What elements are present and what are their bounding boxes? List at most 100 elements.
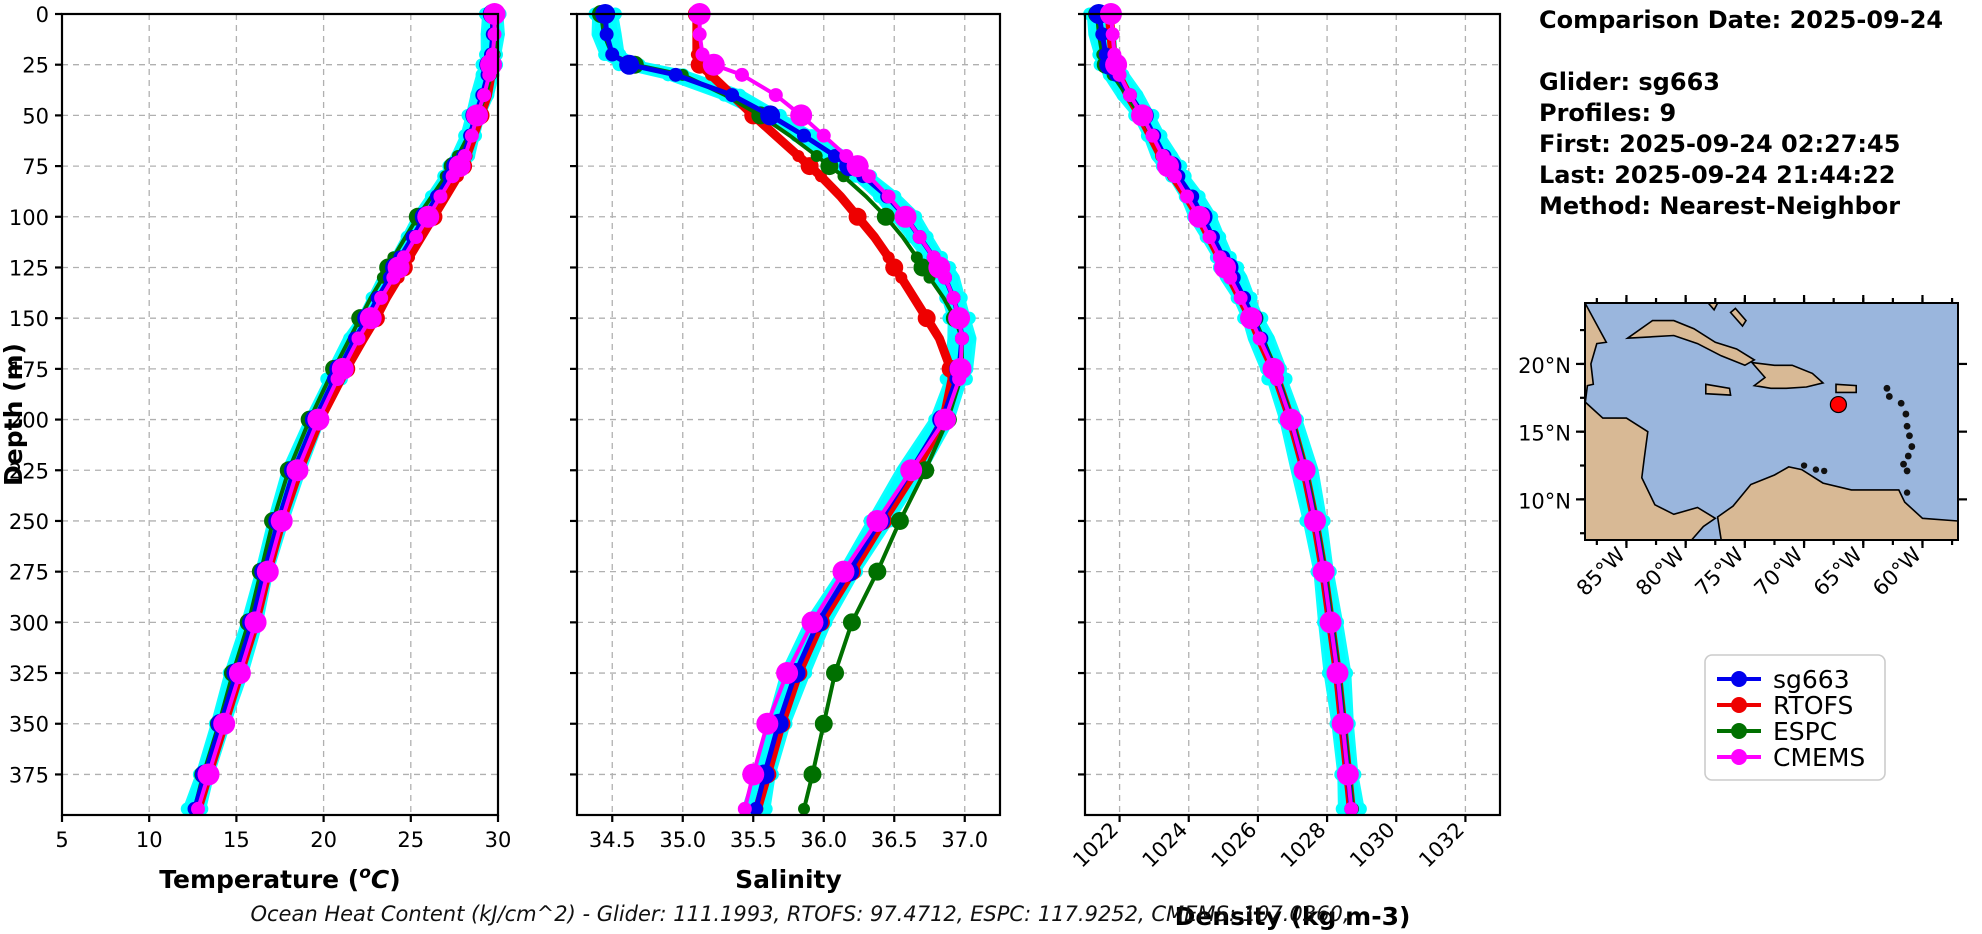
series-point-espc bbox=[826, 664, 845, 683]
map-island-lesser-antilles bbox=[1904, 452, 1912, 460]
series-point-espc bbox=[876, 207, 895, 226]
series-point-cmems bbox=[466, 104, 489, 127]
metadata-first-profile: First: 2025-09-24 02:27:45 bbox=[1539, 130, 1900, 158]
x-tick-label: 1030 bbox=[1345, 818, 1400, 873]
series-point-cmems bbox=[894, 205, 917, 228]
series-point-cmems bbox=[952, 372, 967, 387]
series-point-cmems bbox=[866, 509, 889, 532]
legend-swatch-marker-sg663 bbox=[1731, 671, 1747, 687]
series-point-cmems bbox=[946, 290, 961, 305]
map-land-jamaica bbox=[1705, 383, 1732, 396]
map-island-lesser-antilles bbox=[1906, 432, 1913, 440]
series-point-cmems bbox=[464, 128, 479, 143]
series-point-rtofs bbox=[885, 258, 904, 277]
map-island-lesser-antilles bbox=[1908, 443, 1916, 450]
glider-location-marker bbox=[1829, 395, 1848, 414]
map-land-puertorico bbox=[1835, 383, 1857, 394]
series-point-sg663 bbox=[619, 54, 640, 75]
plot-background bbox=[62, 14, 498, 815]
map-island bbox=[1812, 466, 1820, 473]
series-point-cmems bbox=[351, 331, 366, 346]
series-point-espc bbox=[814, 714, 833, 733]
x-axis-label: Salinity bbox=[735, 865, 842, 894]
series-point-cmems bbox=[790, 104, 813, 127]
series-point-cmems bbox=[1202, 230, 1217, 245]
series-point-cmems bbox=[742, 763, 765, 786]
series-point-cmems bbox=[228, 662, 251, 685]
x-tick-label: 35.0 bbox=[659, 828, 706, 852]
map-land-southamerica bbox=[1716, 466, 1958, 540]
map-land-cuba bbox=[1624, 319, 1756, 367]
metadata-comparison-date: Comparison Date: 2025-09-24 bbox=[1539, 6, 1943, 34]
series-point-cmems bbox=[433, 189, 448, 204]
series-point-cmems bbox=[934, 408, 957, 431]
series-point-rtofs bbox=[792, 149, 805, 162]
y-tick-label: 100 bbox=[9, 206, 49, 230]
map-frame bbox=[1584, 302, 1959, 541]
series-point-espc bbox=[798, 802, 811, 815]
series-point-cmems bbox=[948, 307, 971, 330]
x-tick-label: 36.0 bbox=[800, 828, 847, 852]
series-point-cmems bbox=[1223, 270, 1238, 285]
metadata-glider-id: Glider: sg663 bbox=[1539, 68, 1720, 96]
series-point-cmems bbox=[692, 27, 707, 42]
series-point-sg663 bbox=[749, 801, 764, 816]
series-point-cmems bbox=[191, 801, 206, 816]
x-tick-label: 15 bbox=[223, 828, 250, 852]
series-point-cmems bbox=[1303, 509, 1326, 532]
series-point-cmems bbox=[1167, 169, 1182, 184]
metadata-last-profile: Last: 2025-09-24 21:44:22 bbox=[1539, 161, 1895, 189]
series-point-cmems bbox=[912, 230, 927, 245]
map-land-centralamerica bbox=[1585, 400, 1717, 540]
series-point-cmems bbox=[477, 88, 492, 103]
x-tick-label: 25 bbox=[397, 828, 424, 852]
series-point-cmems bbox=[1122, 88, 1137, 103]
metadata-method: Method: Nearest-Neighbor bbox=[1539, 192, 1900, 220]
map-island-lesser-antilles bbox=[1900, 460, 1907, 468]
series-point-cmems bbox=[1326, 662, 1349, 685]
series-point-rtofs bbox=[800, 157, 819, 176]
y-tick-label: 150 bbox=[9, 307, 49, 331]
map-island bbox=[1800, 462, 1808, 469]
legend-label-cmems[interactable]: CMEMS bbox=[1773, 743, 1865, 772]
series-point-espc bbox=[810, 149, 823, 162]
map-island bbox=[1903, 489, 1911, 496]
metadata-block: Comparison Date: 2025-09-24 Glider: sg663… bbox=[1539, 6, 1943, 220]
x-tick-label: 20 bbox=[310, 828, 337, 852]
x-tick-label: 1032 bbox=[1414, 818, 1469, 873]
series-point-cmems bbox=[487, 27, 502, 42]
x-axis-label: Temperature (oC) bbox=[159, 863, 400, 894]
series-point-cmems bbox=[445, 169, 460, 184]
x-tick-label: 5 bbox=[55, 828, 68, 852]
map-island-lesser-antilles bbox=[1903, 467, 1911, 475]
series-point-cmems bbox=[1293, 459, 1316, 482]
x-tick-label: 1024 bbox=[1138, 818, 1193, 873]
series-point-cmems bbox=[409, 230, 424, 245]
y-tick-label: 250 bbox=[9, 510, 49, 534]
legend-frame bbox=[1704, 654, 1886, 781]
series-point-cmems bbox=[1240, 307, 1262, 330]
y-axis-label: Depth (m) bbox=[0, 343, 28, 486]
series-point-espc bbox=[913, 258, 932, 277]
map-island bbox=[1820, 467, 1828, 475]
series-point-cmems bbox=[213, 712, 236, 735]
series-point-sg663 bbox=[668, 67, 683, 82]
legend-label-rtofs[interactable]: RTOFS bbox=[1773, 691, 1853, 720]
x-tick-label: 35.5 bbox=[730, 828, 777, 852]
x-tick-label: 30 bbox=[485, 828, 512, 852]
location-map: 85°W 80°W 75°W 70°W 65°W 60°W 20°N 15°N 10°N bbox=[1518, 295, 1967, 601]
x-tick-label: 37.0 bbox=[941, 828, 988, 852]
series-point-sg663 bbox=[828, 148, 843, 163]
legend-swatch-marker-cmems bbox=[1731, 749, 1747, 765]
map-lon-label: 60°W bbox=[1868, 542, 1926, 600]
series-point-cmems bbox=[1105, 27, 1120, 42]
series-point-cmems bbox=[1269, 372, 1284, 387]
series-point-cmems bbox=[938, 270, 953, 285]
legend-label-espc[interactable]: ESPC bbox=[1773, 717, 1837, 746]
legend-label-sg663[interactable]: sg663 bbox=[1773, 665, 1850, 694]
y-tick-label: 200 bbox=[9, 409, 49, 433]
y-tick-label: 125 bbox=[9, 256, 49, 280]
series-point-rtofs bbox=[917, 309, 936, 328]
